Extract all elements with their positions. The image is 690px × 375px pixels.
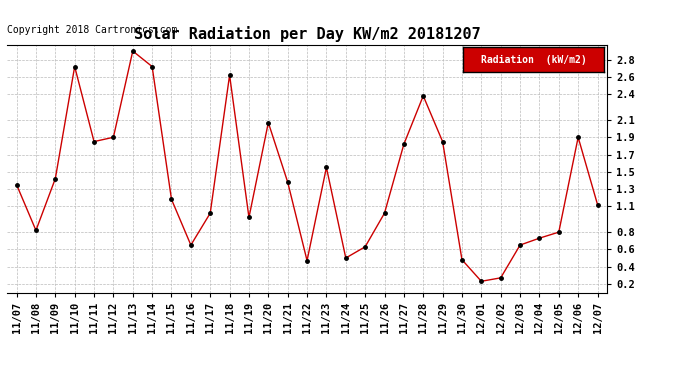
Text: Copyright 2018 Cartronics.com: Copyright 2018 Cartronics.com (7, 25, 177, 35)
Title: Solar Radiation per Day KW/m2 20181207: Solar Radiation per Day KW/m2 20181207 (134, 27, 480, 42)
